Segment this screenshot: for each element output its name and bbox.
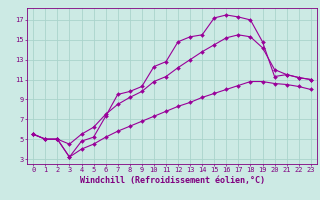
X-axis label: Windchill (Refroidissement éolien,°C): Windchill (Refroidissement éolien,°C): [79, 176, 265, 185]
